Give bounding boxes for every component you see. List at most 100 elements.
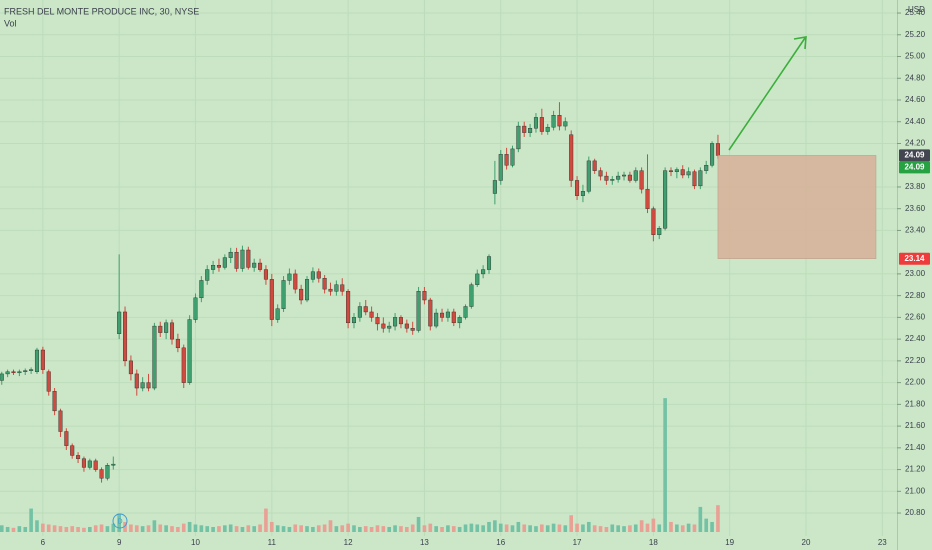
- x-tick-label: 17: [573, 538, 582, 547]
- volume-bar: [387, 526, 392, 532]
- volume-bar: [87, 526, 92, 532]
- indicator-label: Vol: [4, 18, 17, 28]
- volume-bar: [598, 526, 603, 532]
- volume-bar: [93, 525, 98, 532]
- y-tick-label: 22.80: [905, 291, 926, 300]
- volume-bar: [264, 508, 268, 532]
- candle-body: [563, 121, 568, 127]
- volume-bar: [322, 524, 327, 532]
- volume-bar: [463, 524, 468, 532]
- volume-bar: [510, 525, 515, 532]
- candle-body: [575, 180, 580, 196]
- candle-body: [117, 311, 122, 334]
- candle-body: [375, 317, 380, 325]
- candle-body: [680, 169, 685, 176]
- candle-body: [545, 126, 550, 132]
- candle-body: [604, 175, 609, 181]
- volume-bar: [35, 520, 39, 532]
- y-tick-label: 23.40: [905, 226, 926, 235]
- volume-bar: [316, 525, 321, 532]
- candle-body: [5, 371, 10, 375]
- x-tick-label: 9: [117, 538, 122, 547]
- y-tick-label: 23.00: [905, 269, 926, 278]
- candle-body: [0, 373, 4, 381]
- candle-body: [586, 160, 591, 192]
- y-tick-label: 23.60: [905, 204, 926, 213]
- candle-body: [486, 256, 492, 270]
- candle-body: [457, 317, 462, 324]
- volume-bar: [352, 525, 356, 532]
- volume-bar: [269, 521, 274, 532]
- volume-bar: [440, 526, 444, 532]
- volume-bar: [563, 525, 568, 532]
- volume-bar: [217, 526, 221, 532]
- x-tick-label: 13: [420, 538, 429, 547]
- candle-body: [240, 249, 245, 269]
- volume-bar: [199, 525, 204, 532]
- candle-body: [369, 311, 374, 318]
- candle-body: [181, 347, 186, 383]
- volume-bar: [223, 525, 227, 532]
- x-tick-label: 19: [725, 538, 734, 547]
- x-tick-label: 16: [496, 538, 505, 547]
- candle-body: [651, 208, 656, 235]
- candle-body: [58, 410, 63, 432]
- event-marker[interactable]: [112, 513, 128, 529]
- candle-body: [205, 269, 210, 281]
- volume-bar: [592, 525, 597, 532]
- candle-body: [281, 280, 286, 309]
- candle-body: [152, 325, 157, 389]
- volume-bar: [651, 518, 656, 532]
- plot-area: [0, 102, 877, 532]
- volume-bar: [82, 527, 86, 532]
- candle-body: [715, 143, 720, 156]
- y-tick-label: 21.20: [905, 465, 926, 474]
- volume-bar: [240, 526, 245, 532]
- candle-body: [393, 317, 398, 327]
- volume-bar: [64, 526, 69, 532]
- candle-body: [357, 306, 362, 318]
- candle-body: [169, 322, 175, 340]
- y-tick-label: 24.40: [905, 117, 926, 126]
- candle-body: [616, 175, 621, 180]
- candle-body: [187, 319, 192, 383]
- candle-body: [334, 284, 339, 292]
- candle-body: [252, 262, 257, 268]
- candle-body: [674, 169, 679, 172]
- candle-body: [199, 280, 204, 299]
- candle-body: [193, 297, 198, 320]
- volume-bar: [416, 516, 421, 532]
- candle-body: [692, 171, 697, 187]
- candle-body: [398, 317, 403, 325]
- volume-bar: [680, 525, 685, 532]
- candle-body: [381, 323, 386, 329]
- volume-bar: [158, 524, 163, 532]
- candle-body: [504, 154, 509, 166]
- y-tick-label: 23.80: [905, 182, 926, 191]
- volume-bar: [258, 524, 262, 532]
- volume-bar: [293, 524, 298, 532]
- volume-bar: [557, 524, 562, 532]
- volume-bar: [117, 513, 121, 532]
- volume-bar: [375, 525, 380, 532]
- candle-body: [557, 115, 562, 127]
- volume-bar: [340, 525, 345, 532]
- candle-body: [263, 269, 268, 280]
- volume-bar: [434, 526, 438, 532]
- candle-body: [316, 271, 321, 279]
- candle-body: [592, 160, 597, 171]
- y-tick-label: 21.80: [905, 399, 926, 408]
- volume-bar: [657, 524, 662, 532]
- candle-body: [522, 125, 527, 133]
- volume-bar: [346, 523, 350, 532]
- candle-body: [434, 312, 439, 327]
- volume-bar: [246, 525, 251, 532]
- volume-bar: [58, 526, 63, 532]
- candle-body: [293, 273, 298, 290]
- volume-bar: [358, 526, 362, 532]
- position-box: [717, 155, 877, 259]
- candle-body: [622, 174, 627, 177]
